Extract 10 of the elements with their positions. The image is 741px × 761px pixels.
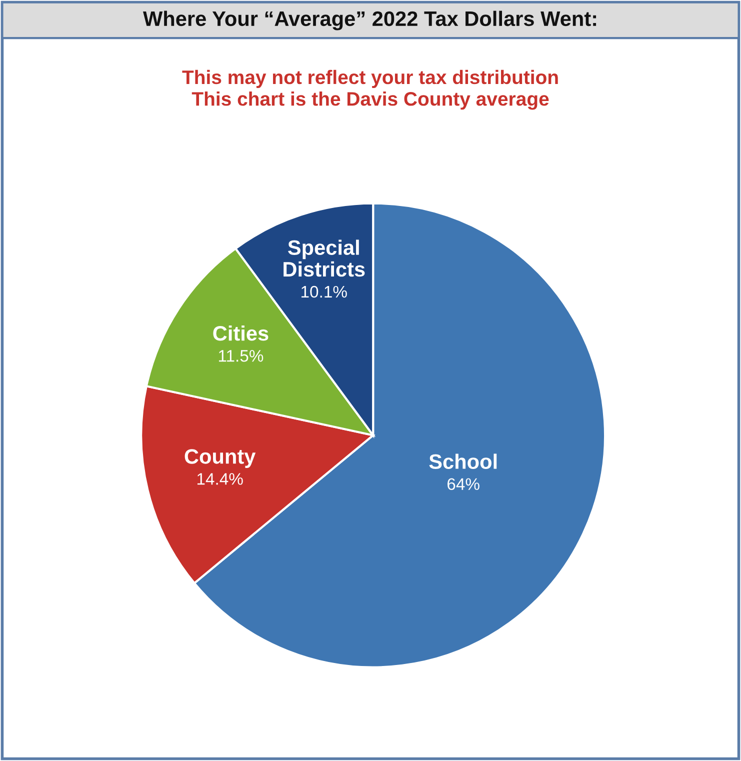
slice-label: Special Districts xyxy=(284,240,365,277)
data-label: 11.5% xyxy=(218,350,264,362)
data-label: 64% xyxy=(448,478,480,490)
slice-label: Cities xyxy=(213,325,268,341)
chart-subtitle: This may not reflect your tax distribution This chart is the Davis County average xyxy=(182,70,558,110)
slice-label: School xyxy=(429,454,497,469)
chart-title: Where Your “Average” 2022 Tax Dollars Went: xyxy=(143,10,596,30)
data-label: 14.4% xyxy=(197,473,243,485)
slice-label: County xyxy=(184,449,256,468)
data-label: 10.1% xyxy=(302,286,347,298)
